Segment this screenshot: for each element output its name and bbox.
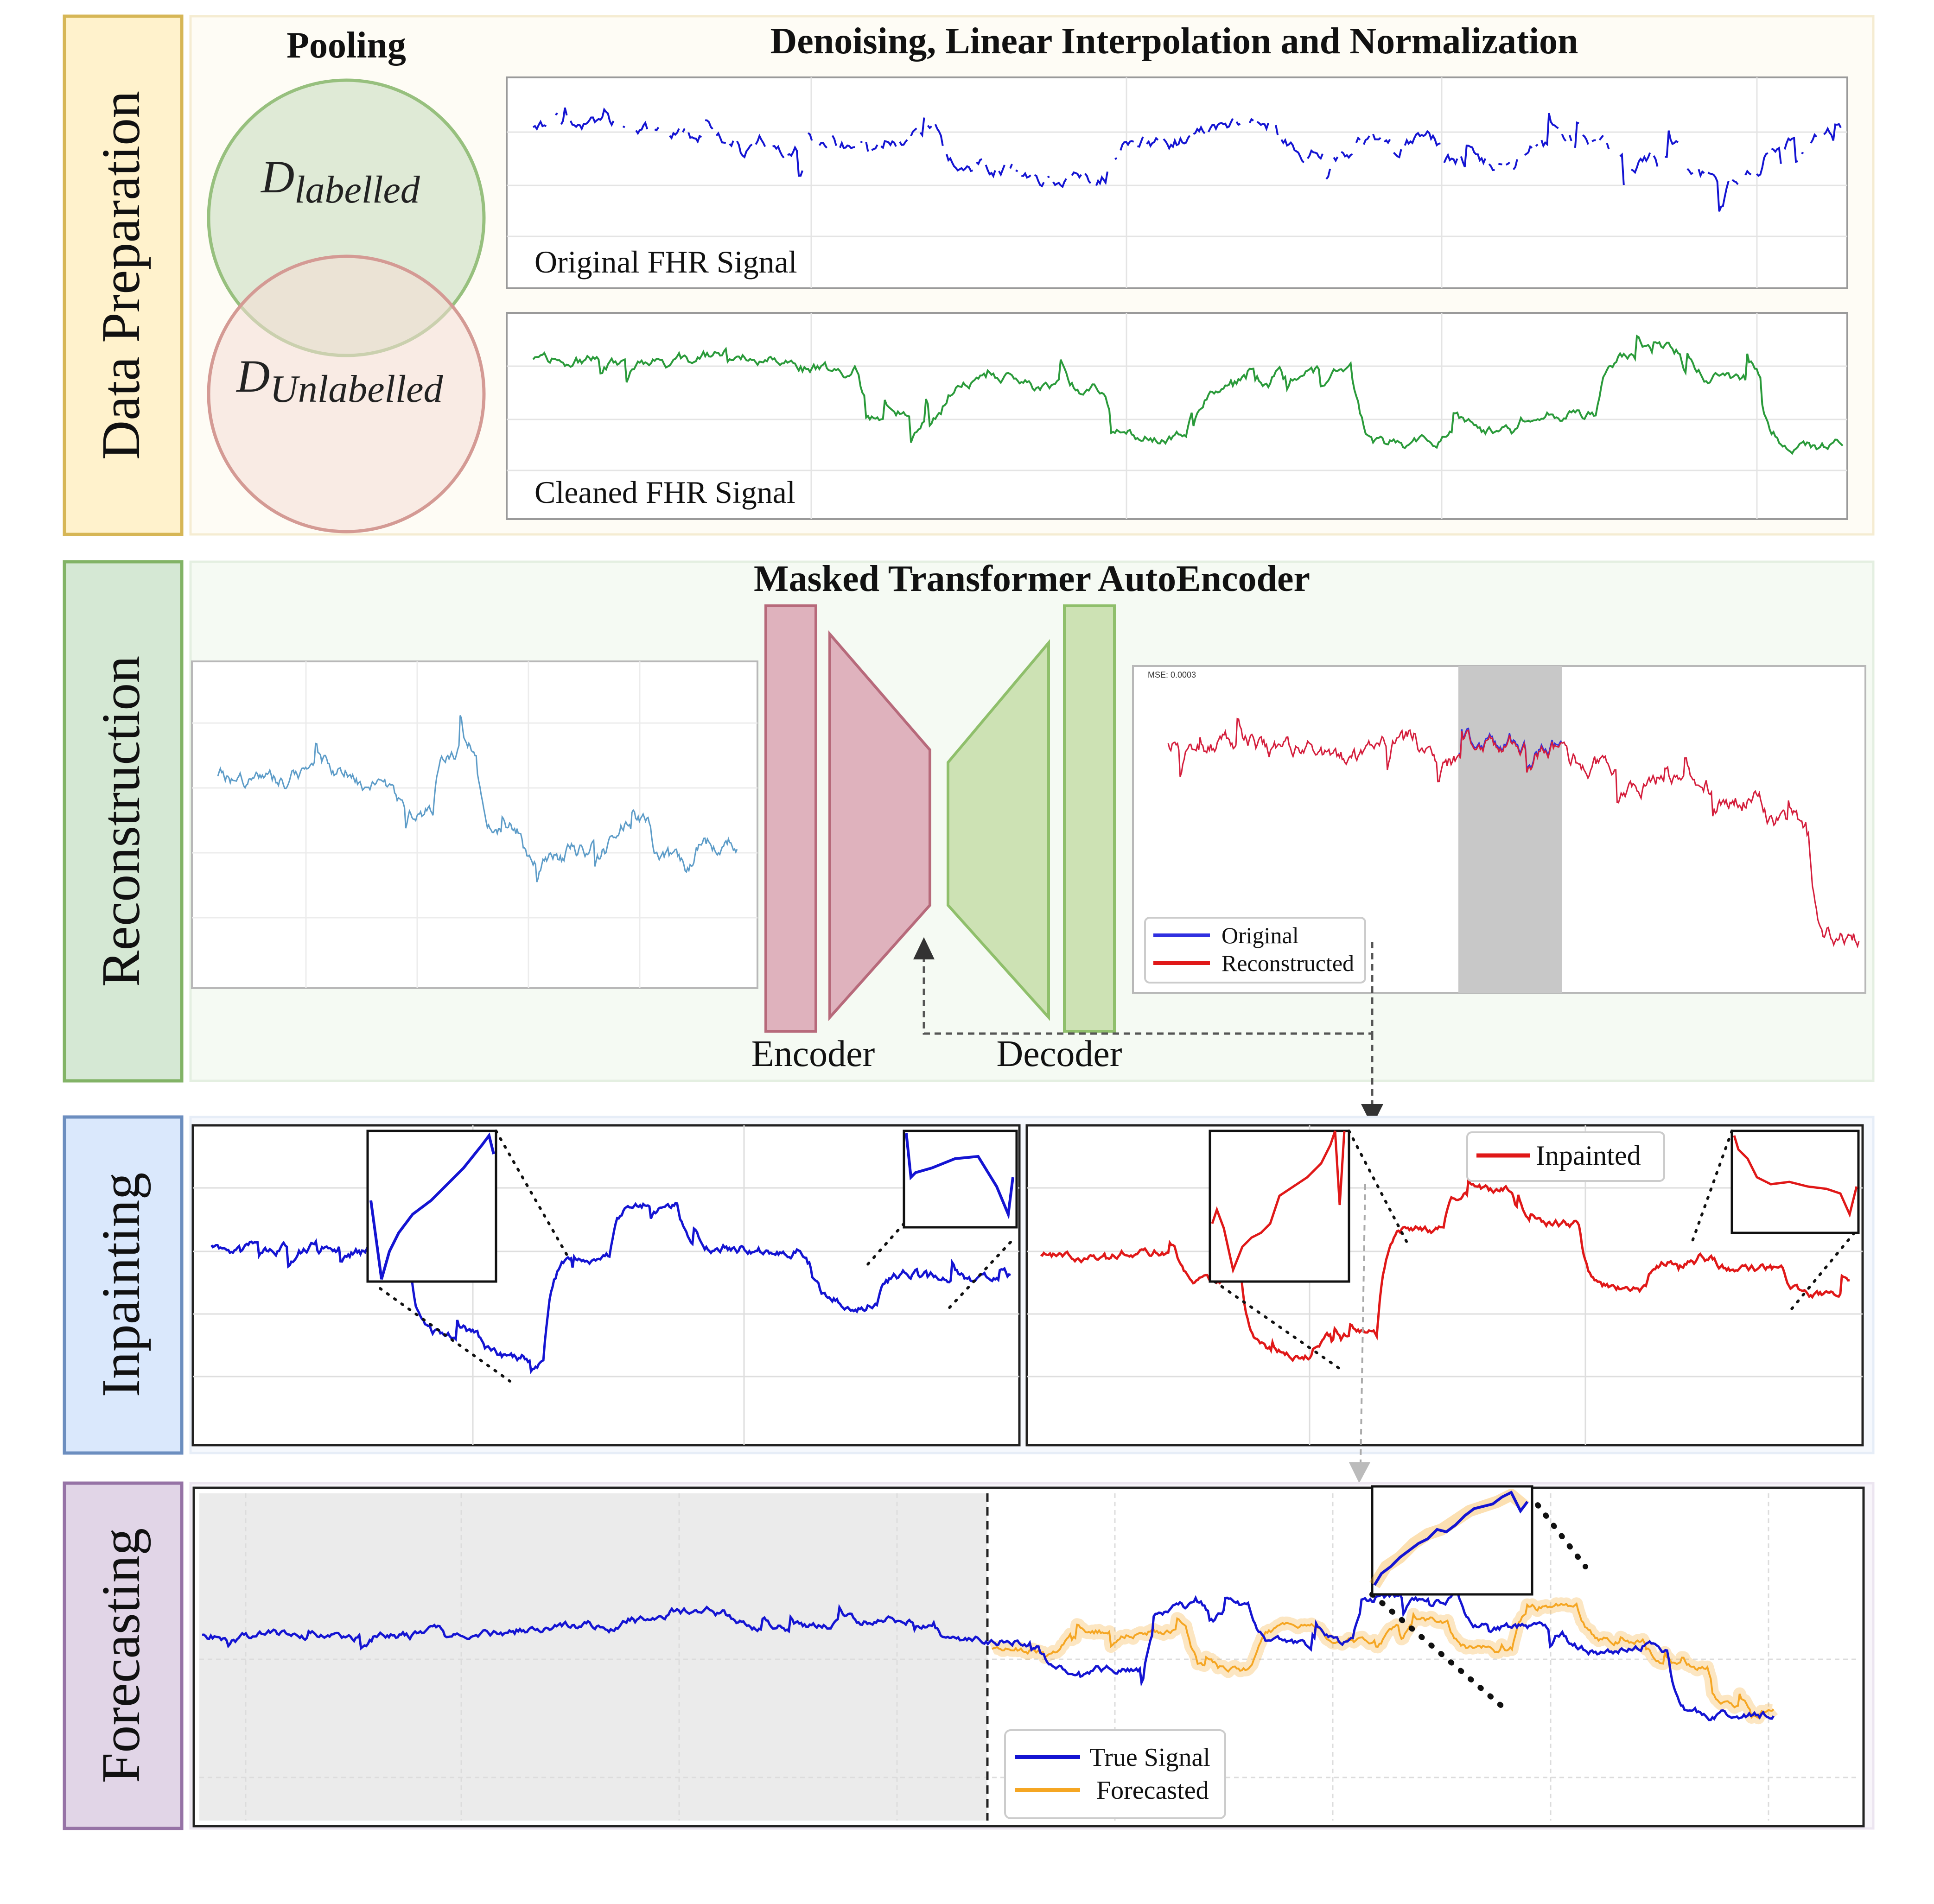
masked-zoom-inset-right xyxy=(903,1130,1018,1229)
forecasting-row: Forecasting True Signal Forecasted xyxy=(63,1481,1875,1830)
inset-signal-line xyxy=(1211,1130,1346,1274)
legend-inpainted: Inpainted xyxy=(1536,1140,1641,1171)
cleaned-fhr-plot xyxy=(506,312,1848,520)
inset-connector-line xyxy=(1788,1231,1856,1313)
inpainting-label-box xyxy=(63,1115,184,1455)
denoise-title: Denoising, Linear Interpolation and Norm… xyxy=(770,21,1578,62)
mse-readout: MSE: 0.0003 xyxy=(1148,670,1196,679)
original-fhr-grid xyxy=(507,77,1847,288)
inpainted-inset-right xyxy=(1691,1130,1860,1313)
forecasting-link-arrowhead xyxy=(1349,1462,1370,1483)
inset-signal-line xyxy=(905,1133,1014,1220)
legend-reconstructed: Reconstructed xyxy=(1221,950,1354,976)
reconstruction-label: Reconstruction xyxy=(90,656,151,987)
true-signal-line xyxy=(202,1591,1775,1721)
reconstruction-row: Reconstruction Masked Transformer AutoEn… xyxy=(63,559,1875,1126)
inset-connector-line xyxy=(379,1287,511,1383)
unlabelled-set-label: DUnlabelled xyxy=(235,350,443,411)
mask-feedback-arrow xyxy=(922,942,1374,1035)
forecasted-signal-line xyxy=(992,1602,1775,1720)
encoder-trapezoid xyxy=(828,630,931,1021)
inset-connector-line xyxy=(865,1222,905,1267)
forecast-zoom-inset xyxy=(1371,1485,1533,1596)
decoder-block xyxy=(1063,604,1116,1033)
unlabelled-set-circle xyxy=(207,254,486,533)
forecasting-label: Forecasting xyxy=(90,1528,151,1783)
encoder-block xyxy=(764,604,817,1033)
reconstruction-label-box xyxy=(63,560,184,1083)
inpainting-label: Inpainting xyxy=(90,1172,151,1397)
encoder-label: Encoder xyxy=(751,1034,875,1074)
reconstructed-signal-line xyxy=(1167,717,1860,949)
cleaned-fhr-caption: Cleaned FHR Signal xyxy=(534,475,795,510)
legend-forecasted: Forecasted xyxy=(1096,1776,1209,1805)
inpainting-row: Inpainting xyxy=(63,1115,1875,1483)
context-window-shading xyxy=(199,1493,987,1821)
decoder-label: Decoder xyxy=(997,1034,1122,1074)
original-fhr-caption: Original FHR Signal xyxy=(534,244,797,279)
forecasting-label-box xyxy=(63,1481,184,1830)
decoder-trapezoid xyxy=(947,639,1050,1021)
inpainting-link-arrowhead xyxy=(1361,1104,1383,1126)
forecast-legend: True Signal Forecasted xyxy=(1004,1729,1226,1819)
input-signal-line xyxy=(217,715,738,882)
inset-connector-line xyxy=(1213,1280,1346,1373)
reconstruction-legend: Original Reconstructed xyxy=(1144,917,1366,984)
inset-signal-line xyxy=(369,1132,495,1280)
masked-signal-line xyxy=(210,1201,1011,1374)
mask-feedback-arrowhead xyxy=(913,937,935,959)
inpainted-legend-box xyxy=(1466,1131,1665,1182)
inpainted-inset-left xyxy=(1209,1130,1411,1373)
data-preparation-row: Data Preparation Pooling Dlabelled DUnla… xyxy=(63,14,1875,536)
pooling-title: Pooling xyxy=(286,25,406,66)
masked-inset-left xyxy=(366,1130,572,1383)
legend-true-signal: True Signal xyxy=(1089,1743,1210,1772)
inset-connector-line xyxy=(1691,1130,1733,1244)
inpainted-signal-line xyxy=(1040,1178,1850,1363)
labelled-set-label: Dlabelled xyxy=(260,151,420,211)
data-preparation-label-box xyxy=(63,14,184,536)
autoencoder-title: Masked Transformer AutoEncoder xyxy=(754,559,1310,599)
masked-region xyxy=(1458,666,1562,993)
original-fhr-signal xyxy=(533,107,1842,212)
inpainted-legend: Inpainted xyxy=(1466,1131,1665,1182)
legend-original: Original xyxy=(1221,922,1299,948)
cleaned-fhr-signal xyxy=(532,334,1844,455)
inpainted-signal-plot xyxy=(1025,1124,1864,1447)
inset-connector-line xyxy=(1369,1592,1509,1713)
forecast-inset xyxy=(1369,1485,1588,1713)
inset-connector-line xyxy=(1527,1492,1588,1569)
forecast-legend-box xyxy=(1004,1729,1226,1819)
inpainted-zoom-inset-right xyxy=(1730,1130,1860,1234)
inset-connector-line xyxy=(944,1241,1012,1313)
inset-signal-line xyxy=(1733,1135,1858,1218)
data-preparation-label: Data Preparation xyxy=(90,91,151,460)
masked-signal-plot xyxy=(191,1124,1021,1447)
inset-true-signal xyxy=(1373,1490,1529,1586)
input-signal-plot xyxy=(191,660,758,989)
inset-connector-line xyxy=(495,1130,572,1262)
cleaned-fhr-grid xyxy=(507,313,1847,519)
masked-inset-right xyxy=(865,1130,1018,1313)
